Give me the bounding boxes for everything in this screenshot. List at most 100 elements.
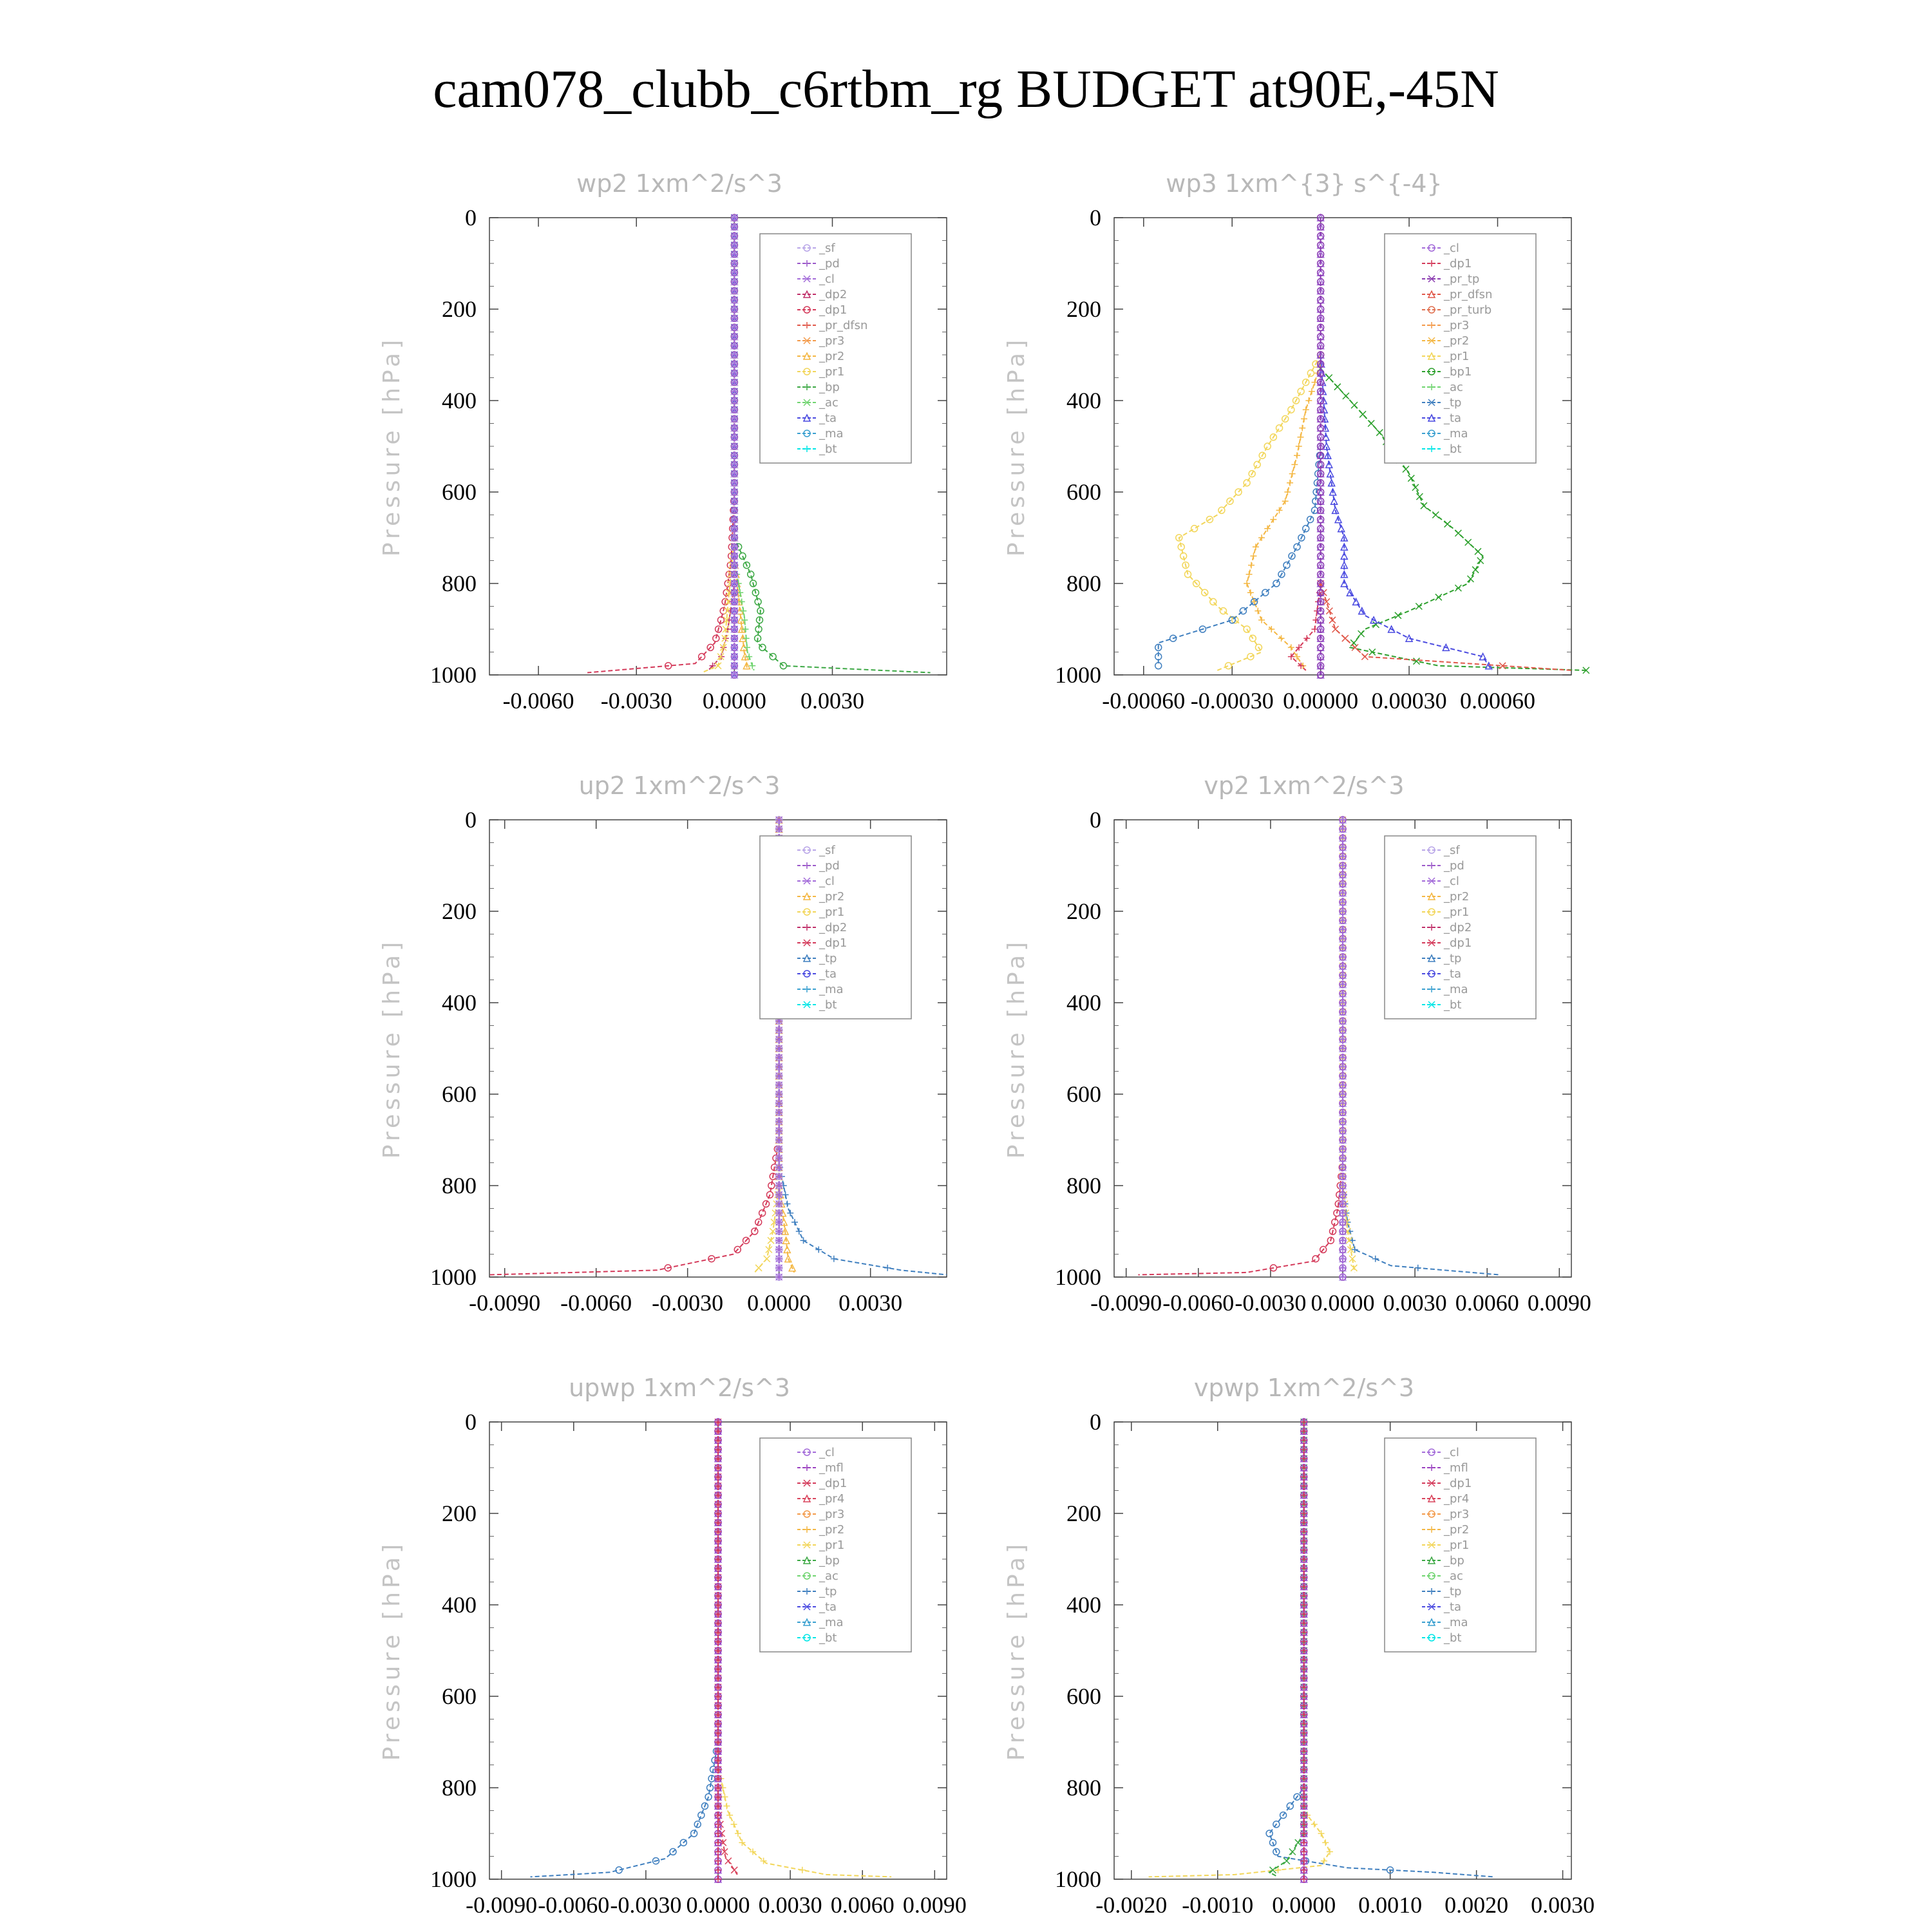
data-point <box>1306 515 1314 524</box>
data-point <box>1340 917 1346 924</box>
data-point <box>1316 214 1325 222</box>
data-point <box>1258 535 1265 541</box>
data-point <box>1428 1541 1435 1549</box>
data-point <box>1283 561 1291 569</box>
series-line-tp <box>1157 446 1321 666</box>
data-point <box>1340 1036 1346 1043</box>
data-point <box>734 1245 742 1254</box>
legend-label: _pr2 <box>1443 1523 1469 1537</box>
data-point <box>715 1611 721 1618</box>
legend-label: _bt <box>1443 442 1461 456</box>
data-point <box>1340 908 1346 914</box>
data-point <box>1340 1146 1346 1153</box>
data-point <box>1300 1674 1307 1681</box>
data-point <box>791 1218 799 1226</box>
legend-entry: _pr3 <box>797 1508 844 1521</box>
data-point <box>731 379 738 386</box>
legend-box <box>1384 1437 1537 1653</box>
data-point <box>1300 1583 1307 1590</box>
legend-entry: _ta <box>797 412 837 425</box>
data-point <box>1264 442 1271 450</box>
data-point <box>1327 1236 1335 1244</box>
data-point <box>1340 560 1349 569</box>
data-point <box>1278 571 1285 578</box>
data-point <box>803 1001 811 1009</box>
data-point <box>1305 397 1312 404</box>
data-point <box>1325 607 1333 615</box>
legend-label: _cl <box>1443 1446 1459 1459</box>
data-point <box>1428 337 1435 345</box>
data-point <box>746 571 755 578</box>
data-point <box>1297 388 1305 395</box>
legend-label: _pr1 <box>1443 905 1469 919</box>
data-point <box>1345 1236 1353 1244</box>
data-point <box>1248 469 1256 478</box>
data-point <box>1387 625 1396 633</box>
data-point <box>1435 593 1443 601</box>
legend-entry: _ac <box>1422 381 1463 394</box>
data-point <box>1340 1063 1346 1070</box>
legend-entry: _ac <box>797 1569 838 1583</box>
data-point <box>715 1519 721 1526</box>
legend-label: _sf <box>819 242 835 255</box>
data-point <box>783 1245 791 1254</box>
series-markers-pr_tp <box>1316 214 1325 679</box>
data-point <box>1278 635 1285 642</box>
series-line-bp <box>1268 1422 1305 1878</box>
data-point <box>775 1090 783 1098</box>
chart-panel-2: wp3 1xm^{3} s^{-4} Pressure [hPa] 0 200 400 6… <box>1003 169 1590 714</box>
data-point <box>1394 612 1402 620</box>
data-point <box>1269 1264 1278 1272</box>
data-point <box>1273 1821 1280 1828</box>
data-point <box>1427 352 1436 360</box>
series-group <box>489 815 947 1281</box>
data-point <box>1402 465 1410 473</box>
data-point <box>803 244 811 252</box>
data-point <box>803 1572 811 1580</box>
data-point <box>775 1273 783 1281</box>
y-tick-label: 400 <box>1066 990 1101 1016</box>
x-tick-label: 0.0030 <box>1531 1892 1595 1918</box>
data-point <box>803 399 811 406</box>
data-point <box>1247 652 1255 661</box>
data-point <box>775 1227 783 1235</box>
data-point <box>1427 1618 1436 1626</box>
data-point <box>1311 1821 1318 1828</box>
data-point <box>1316 287 1325 295</box>
legend-box <box>1384 835 1537 1019</box>
data-point <box>1281 415 1289 423</box>
data-point <box>731 589 738 596</box>
data-point <box>1428 846 1435 854</box>
legend-label: _pr1 <box>819 365 844 379</box>
y-tick-label: 800 <box>1066 571 1101 596</box>
legend-entry: _pr1 <box>1422 1539 1469 1552</box>
data-point <box>1300 1848 1307 1855</box>
data-point <box>803 970 811 978</box>
series-markers-dp1 <box>1300 1419 1307 1882</box>
legend-label: _pr_dfsn <box>819 319 867 332</box>
data-point <box>715 1674 721 1681</box>
data-point <box>782 1236 790 1244</box>
data-point <box>664 1264 672 1272</box>
data-point <box>803 306 811 314</box>
data-point <box>1428 924 1435 931</box>
data-point <box>715 1647 721 1654</box>
data-point <box>1293 543 1301 551</box>
data-point <box>754 598 762 606</box>
x-tick-label: -0.0060 <box>538 1892 609 1918</box>
data-point <box>1300 1647 1307 1654</box>
x-tick-label: 0.0010 <box>1358 1892 1422 1918</box>
data-point <box>1297 433 1304 440</box>
data-point <box>715 1766 721 1773</box>
data-point <box>1340 1255 1346 1262</box>
data-point <box>1340 1018 1346 1025</box>
data-point <box>1334 515 1343 524</box>
data-point <box>1316 251 1325 258</box>
data-point <box>775 1164 783 1171</box>
data-point <box>1340 1091 1346 1097</box>
legend-entry: _ma <box>797 1616 844 1629</box>
series-markers-cl <box>1340 817 1346 1280</box>
data-point <box>1340 889 1346 896</box>
data-point <box>731 535 738 541</box>
legend-entry: _ma <box>1422 1616 1468 1629</box>
